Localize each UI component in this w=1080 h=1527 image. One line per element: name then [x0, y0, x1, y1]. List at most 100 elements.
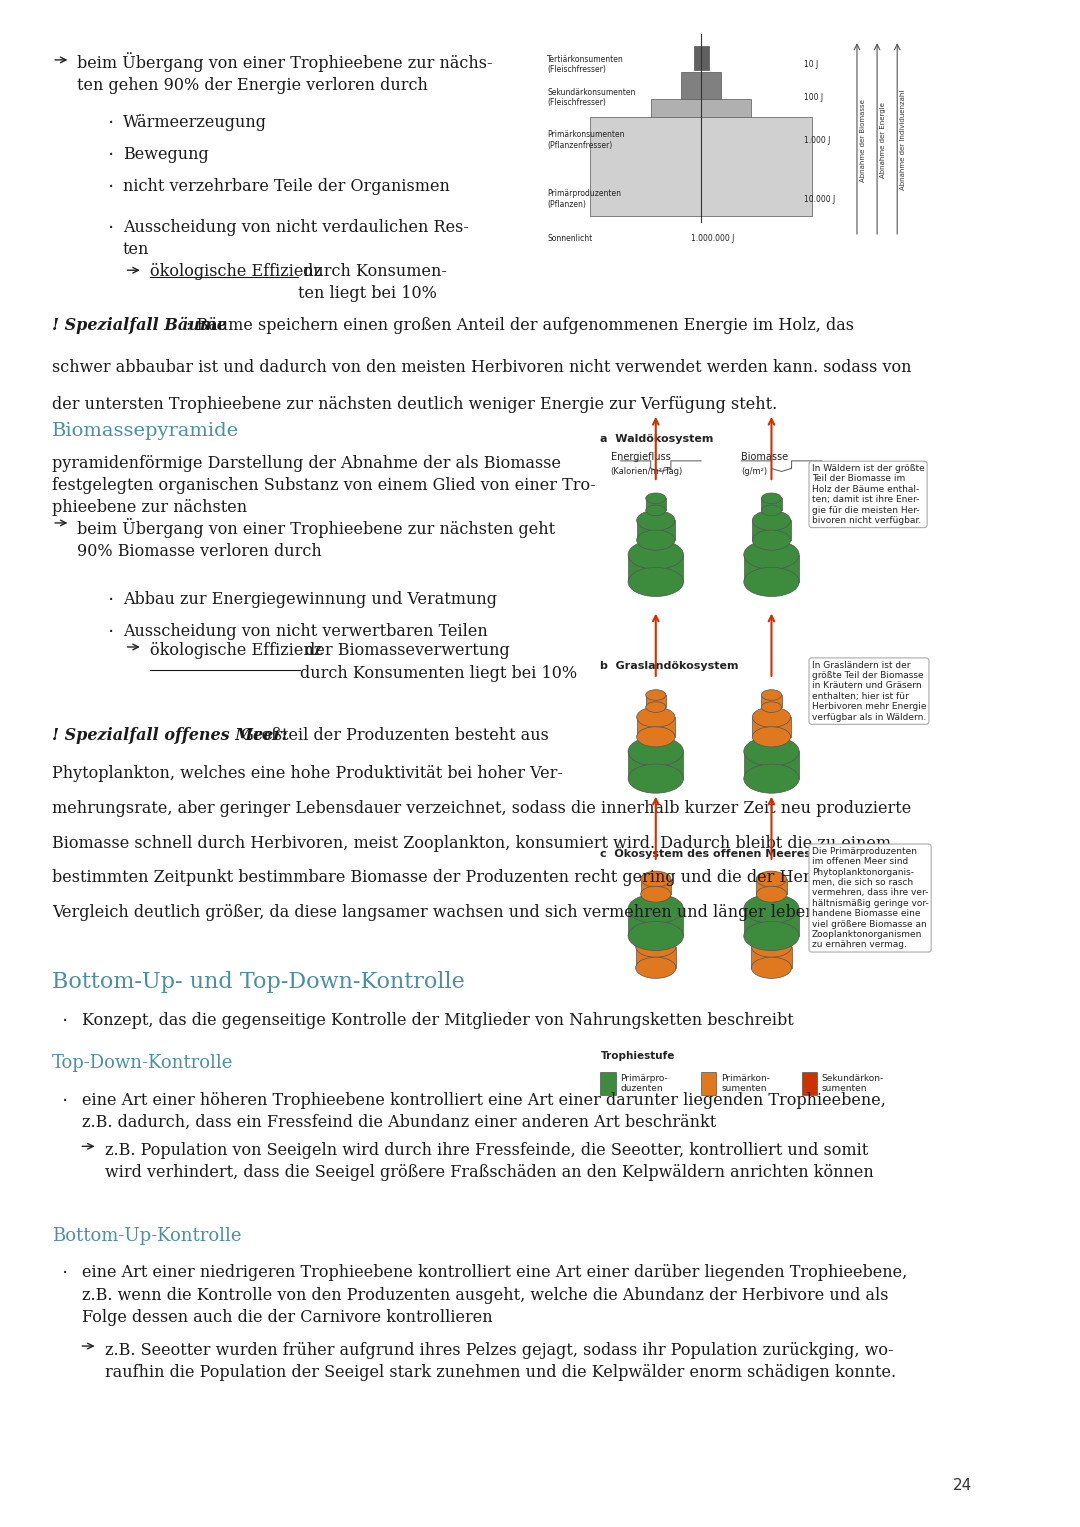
Text: 10 J: 10 J	[804, 60, 818, 69]
Text: ·: ·	[108, 218, 113, 238]
Ellipse shape	[636, 957, 676, 979]
Text: Bewegung: Bewegung	[123, 147, 208, 163]
Text: Biomasse schnell durch Herbivoren, meist Zooplankton, konsumiert wird. Dadurch b: Biomasse schnell durch Herbivoren, meist…	[52, 835, 891, 852]
Ellipse shape	[637, 530, 675, 550]
Ellipse shape	[629, 568, 684, 597]
Text: In Grasländern ist der
größte Teil der Biomasse
in Kräutern und Gräsern
enthalte: In Grasländern ist der größte Teil der B…	[812, 661, 927, 722]
Text: Abbau zur Energiegewinnung und Veratmung: Abbau zur Energiegewinnung und Veratmung	[123, 591, 497, 608]
Text: Sekundärkon-
sumenten: Sekundärkon- sumenten	[822, 1073, 885, 1093]
Text: ·: ·	[108, 115, 113, 133]
Bar	[636, 947, 676, 968]
Bar	[753, 718, 791, 738]
Text: Ausscheidung von nicht verwertbaren Teilen: Ausscheidung von nicht verwertbaren Teil…	[123, 623, 487, 640]
Text: Bottom-Up- und Top-Down-Kontrolle: Bottom-Up- und Top-Down-Kontrolle	[52, 971, 465, 993]
Ellipse shape	[629, 764, 684, 793]
Ellipse shape	[761, 493, 782, 504]
Bar	[680, 72, 721, 105]
Bar	[752, 947, 792, 968]
Text: ökologische Effizienz: ökologische Effizienz	[150, 263, 322, 279]
Ellipse shape	[640, 870, 671, 887]
Text: Sekundärkonsumenten
(Fleischfresser): Sekundärkonsumenten (Fleischfresser)	[548, 89, 635, 107]
Text: nicht verzehrbare Teile der Organismen: nicht verzehrbare Teile der Organismen	[123, 179, 449, 195]
Text: eine Art einer niedrigeren Trophieebene kontrolliert eine Art einer darüber lieg: eine Art einer niedrigeren Trophieebene …	[82, 1264, 907, 1325]
Ellipse shape	[629, 541, 684, 570]
Ellipse shape	[629, 895, 684, 924]
Text: Die Primärproduzenten
im offenen Meer sind
Phytoplanktonorganis-
men, die sich s: Die Primärproduzenten im offenen Meer si…	[812, 846, 929, 950]
Text: (g/m²): (g/m²)	[741, 467, 768, 476]
Bar	[756, 880, 786, 895]
Ellipse shape	[761, 702, 782, 713]
Text: ·: ·	[108, 179, 113, 197]
Bar	[629, 554, 684, 582]
Bar	[640, 880, 671, 895]
Text: ·: ·	[63, 1092, 68, 1110]
Text: Ausscheidung von nicht verdaulichen Res-
ten: Ausscheidung von nicht verdaulichen Res-…	[123, 218, 469, 258]
Bar	[637, 521, 675, 541]
Text: der Biomasseverwertung
durch Konsumenten liegt bei 10%: der Biomasseverwertung durch Konsumenten…	[299, 643, 577, 681]
Text: Konzept, das die gegenseitige Kontrolle der Mitglieder von Nahrungsketten beschr: Konzept, das die gegenseitige Kontrolle …	[82, 1012, 794, 1029]
Ellipse shape	[744, 895, 799, 924]
Bar	[761, 498, 782, 510]
Text: ·: ·	[108, 591, 113, 609]
Ellipse shape	[752, 936, 792, 957]
Text: ! Spezialfall Bäume: ! Spezialfall Bäume	[52, 318, 227, 334]
Bar	[646, 498, 666, 510]
Text: Großteil der Produzenten besteht aus: Großteil der Produzenten besteht aus	[237, 727, 549, 744]
Text: 10.000 J: 10.000 J	[804, 194, 835, 203]
Bar	[744, 909, 799, 936]
Text: z.B. Population von Seeigeln wird durch ihre Fressfeinde, die Seeotter, kontroll: z.B. Population von Seeigeln wird durch …	[105, 1142, 874, 1180]
Bar	[651, 99, 752, 151]
Text: (Kalorien/m²/Tag): (Kalorien/m²/Tag)	[610, 467, 683, 476]
Ellipse shape	[637, 727, 675, 747]
Text: ·: ·	[108, 147, 113, 165]
Text: ·: ·	[63, 1264, 68, 1283]
Bar	[744, 751, 799, 779]
Ellipse shape	[744, 738, 799, 767]
Ellipse shape	[744, 764, 799, 793]
Text: eine Art einer höheren Trophieebene kontrolliert eine Art einer darunter liegend: eine Art einer höheren Trophieebene kont…	[82, 1092, 887, 1132]
Text: Vergleich deutlich größer, da diese langsamer wachsen und sich vermehren und län: Vergleich deutlich größer, da diese lang…	[52, 904, 821, 921]
Text: Biomassepyramide: Biomassepyramide	[52, 421, 240, 440]
Ellipse shape	[753, 727, 791, 747]
Ellipse shape	[744, 541, 799, 570]
Text: Bottom-Up-Kontrolle: Bottom-Up-Kontrolle	[52, 1226, 242, 1245]
Bar	[600, 1072, 616, 1095]
Ellipse shape	[629, 921, 684, 951]
Text: 1.000.000 J: 1.000.000 J	[691, 234, 734, 243]
Bar	[637, 718, 675, 738]
Ellipse shape	[629, 738, 684, 767]
Ellipse shape	[646, 505, 666, 516]
Text: ! Spezialfall offenes Meer:: ! Spezialfall offenes Meer:	[52, 727, 287, 744]
Text: Abnahme der Energie: Abnahme der Energie	[880, 102, 886, 179]
Text: Abnahme der Biomasse: Abnahme der Biomasse	[860, 99, 866, 182]
Text: mehrungsrate, aber geringer Lebensdauer verzeichnet, sodass die innerhalb kurzer: mehrungsrate, aber geringer Lebensdauer …	[52, 800, 912, 817]
Text: Top-Down-Kontrolle: Top-Down-Kontrolle	[52, 1054, 233, 1072]
Text: Wärmeerzeugung: Wärmeerzeugung	[123, 115, 267, 131]
Text: beim Übergang von einer Trophieebene zur nächsten geht
90% Biomasse verloren dur: beim Übergang von einer Trophieebene zur…	[78, 518, 555, 560]
Text: Phytoplankton, welches eine hohe Produktivität bei hoher Ver-: Phytoplankton, welches eine hohe Produkt…	[52, 765, 563, 782]
Bar	[693, 46, 708, 70]
Text: Primärkonsumenten
(Pflanzenfresser): Primärkonsumenten (Pflanzenfresser)	[548, 130, 624, 150]
Text: Trophiestufe: Trophiestufe	[600, 1051, 675, 1061]
Ellipse shape	[753, 510, 791, 530]
Text: Abnahme der Individuenzahl: Abnahme der Individuenzahl	[901, 90, 906, 191]
Ellipse shape	[744, 568, 799, 597]
Ellipse shape	[752, 957, 792, 979]
Ellipse shape	[646, 702, 666, 713]
Text: z.B. Seeotter wurden früher aufgrund ihres Pelzes gejagt, sodass ihr Population : z.B. Seeotter wurden früher aufgrund ihr…	[105, 1342, 895, 1380]
Bar	[629, 751, 684, 779]
Text: ·: ·	[108, 623, 113, 641]
Text: Primärkon-
sumenten: Primärkon- sumenten	[721, 1073, 770, 1093]
Ellipse shape	[640, 886, 671, 902]
Ellipse shape	[761, 505, 782, 516]
Text: : Bäume speichern einen großen Anteil der aufgenommenen Energie im Holz, das: : Bäume speichern einen großen Anteil de…	[186, 318, 854, 334]
Ellipse shape	[637, 510, 675, 530]
Text: bestimmten Zeitpunkt bestimmbare Biomasse der Produzenten recht gering und die d: bestimmten Zeitpunkt bestimmbare Biomass…	[52, 869, 899, 886]
Bar	[646, 695, 666, 707]
Text: a  Waldökosystem: a Waldökosystem	[600, 434, 714, 444]
Text: Sonnenlicht: Sonnenlicht	[548, 234, 593, 243]
Bar	[701, 1072, 716, 1095]
Bar	[629, 909, 684, 936]
Text: In Wäldern ist der größte
Teil der Biomasse im
Holz der Bäume enthal-
ten; damit: In Wäldern ist der größte Teil der Bioma…	[812, 464, 924, 525]
Ellipse shape	[646, 690, 666, 701]
